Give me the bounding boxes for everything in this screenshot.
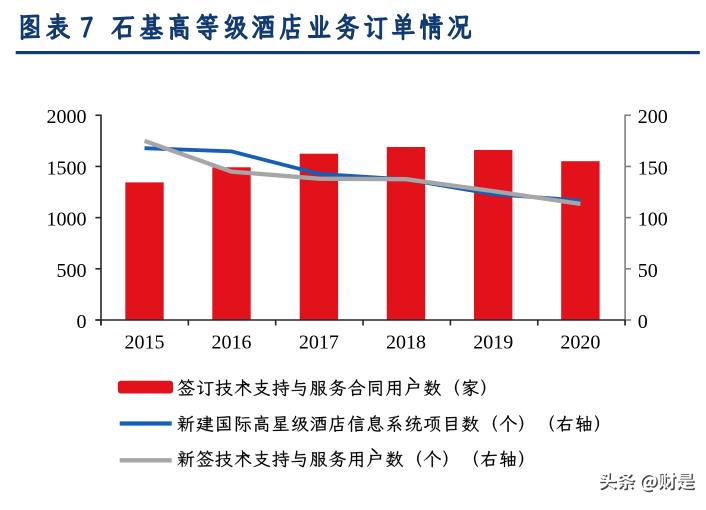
svg-text:2020: 2020 bbox=[560, 331, 600, 353]
svg-text:0: 0 bbox=[77, 311, 87, 333]
svg-text:200: 200 bbox=[638, 106, 668, 128]
svg-text:2016: 2016 bbox=[212, 331, 252, 353]
svg-text:2018: 2018 bbox=[386, 331, 426, 353]
svg-text:2019: 2019 bbox=[473, 331, 513, 353]
svg-text:0: 0 bbox=[638, 311, 648, 333]
svg-text:500: 500 bbox=[57, 260, 87, 282]
svg-text:1000: 1000 bbox=[47, 209, 87, 231]
svg-text:2017: 2017 bbox=[299, 331, 339, 353]
svg-text:50: 50 bbox=[638, 260, 658, 282]
svg-text:1500: 1500 bbox=[47, 157, 87, 179]
svg-text:150: 150 bbox=[638, 157, 668, 179]
svg-text:100: 100 bbox=[638, 209, 668, 231]
svg-text:2015: 2015 bbox=[125, 331, 165, 353]
svg-text:2000: 2000 bbox=[47, 106, 87, 128]
